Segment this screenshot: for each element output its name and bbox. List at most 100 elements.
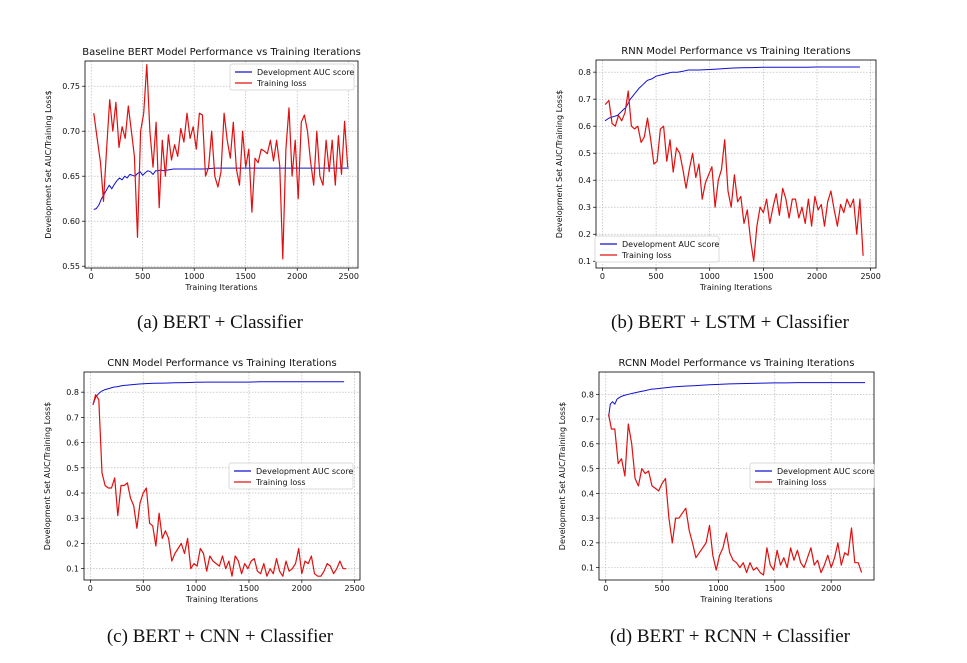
x-tick-label: 500 <box>136 584 151 593</box>
legend-label: Training loss <box>256 79 307 88</box>
x-tick-label: 1000 <box>700 272 720 281</box>
y-tick-label: 0.75 <box>62 82 80 91</box>
legend-d: Development AUC score Training loss <box>749 462 874 490</box>
y-tick-label: 0.6 <box>66 439 79 448</box>
y-tick-label: 0.8 <box>578 68 591 77</box>
legend-box <box>228 462 354 490</box>
x-tick-label: 1500 <box>236 272 256 281</box>
y-tick-label: 0.5 <box>66 464 79 473</box>
legend-box <box>594 235 720 263</box>
series-line-auc-d <box>608 382 865 417</box>
y-axis-label-b: Development Set AUC/Training Loss$ <box>555 90 564 238</box>
x-tick-label: 0 <box>603 584 608 593</box>
series-line-auc-a <box>93 167 349 210</box>
y-tick-label: 0.2 <box>581 539 594 548</box>
x-axis-label-d: Training Iterations <box>699 595 772 604</box>
x-tick-label: 2500 <box>339 272 359 281</box>
legend-label: Development AUC score <box>777 467 874 476</box>
y-tick-label: 0.4 <box>578 176 591 185</box>
x-tick-label: 1500 <box>239 584 259 593</box>
legend-label: Development AUC score <box>256 467 353 476</box>
y-tick-label: 0.5 <box>578 149 591 158</box>
chart-title-a: Baseline BERT Model Performance vs Train… <box>82 47 361 58</box>
legend-label: Training loss <box>776 478 827 487</box>
y-tick-label: 0.6 <box>578 122 591 131</box>
legend-label: Training loss <box>621 251 672 260</box>
legend-label: Development AUC score <box>257 68 354 77</box>
x-tick-label: 2000 <box>807 272 827 281</box>
chart-a-svg: 0 500 1000 1500 2000 2500 0.55 0.60 0.65 0.70 0.75… <box>44 47 361 292</box>
x-tick-label: 2500 <box>860 272 880 281</box>
x-axis-label-c: Training Iterations <box>185 595 258 604</box>
legend-label: Development AUC score <box>622 240 719 249</box>
series-line-auc-b <box>604 66 860 122</box>
series-line-loss-b <box>604 90 864 262</box>
chart-title-c: CNN Model Performance vs Training Iterat… <box>107 358 336 369</box>
chart-c-svg: 0 500 1000 1500 2000 2500 0.1 0.2 0.3 0.4 0.5 0.6 0.… <box>43 358 365 604</box>
y-tick-label: 0.7 <box>578 95 591 104</box>
x-tick-label: 0 <box>600 272 605 281</box>
y-tick-label: 0.3 <box>578 203 591 212</box>
y-tick-label: 0.2 <box>578 230 591 239</box>
legend-label: Training loss <box>255 478 306 487</box>
y-tick-label: 0.7 <box>581 415 594 424</box>
y-tick-label: 0.70 <box>62 127 80 136</box>
x-axis-label-a: Training Iterations <box>184 283 257 292</box>
caption-b: (b) BERT + LSTM + Classifier <box>611 312 849 333</box>
legend-a: Development AUC score Training loss <box>229 63 355 91</box>
series-line-loss-d <box>608 413 863 576</box>
caption-d: (d) BERT + RCNN + Classifier <box>609 626 850 647</box>
x-axis-label-b: Training Iterations <box>699 283 772 292</box>
y-axis-label-d: Development Set AUC/Training Loss$ <box>558 402 567 550</box>
plot-frame-a <box>84 60 359 269</box>
plot-frame-c <box>83 371 361 581</box>
legend-c: Development AUC score Training loss <box>228 462 354 490</box>
x-tick-label: 1000 <box>186 584 206 593</box>
chart-panel-b: 0 500 1000 1500 2000 2500 0.1 0.2 0.3 0.4 0.5 0.6 0.… <box>480 0 967 310</box>
y-tick-label: 0.8 <box>581 390 594 399</box>
chart-title-b: RNN Model Performance vs Training Iterat… <box>621 46 850 57</box>
x-tick-label: 2000 <box>821 584 841 593</box>
x-tick-label: 0 <box>88 584 93 593</box>
series-line-loss-c <box>92 394 347 577</box>
chart-panel-a: 0 500 1000 1500 2000 2500 0.55 0.60 0.65 0.70 0.75… <box>0 0 480 310</box>
y-tick-label: 0.3 <box>581 514 594 523</box>
y-axis-label-a: Development Set AUC/Training Loss$ <box>44 90 53 238</box>
legend-b: Development AUC score Training loss <box>594 235 720 263</box>
caption-c: (c) BERT + CNN + Classifier <box>106 626 334 647</box>
x-tick-label: 1000 <box>708 584 728 593</box>
x-tick-label: 2000 <box>287 272 307 281</box>
x-tick-label: 1500 <box>765 584 785 593</box>
y-tick-label: 0.1 <box>578 257 591 266</box>
x-tick-label: 500 <box>648 272 663 281</box>
y-tick-label: 0.5 <box>581 465 594 474</box>
y-tick-label: 0.1 <box>581 564 594 573</box>
chart-panel-c: 0 500 1000 1500 2000 2500 0.1 0.2 0.3 0.4 0.5 0.6 0.… <box>0 350 480 620</box>
y-tick-label: 0.8 <box>66 388 79 397</box>
y-axis-label-c: Development Set AUC/Training Loss$ <box>43 402 52 550</box>
y-tick-label: 0.55 <box>62 262 80 271</box>
legend-box <box>229 63 355 91</box>
x-tick-label: 2000 <box>292 584 312 593</box>
y-tick-label: 0.1 <box>66 565 79 574</box>
chart-title-d: RCNN Model Performance vs Training Itera… <box>619 358 855 369</box>
plot-frame-b <box>595 59 877 269</box>
chart-d-svg: 0 500 1000 1500 2000 0.1 0.2 0.3 0.4 0.5 0.6 0.7 0.8… <box>558 358 874 604</box>
y-tick-label: 0.3 <box>66 514 79 523</box>
y-tick-label: 0.2 <box>66 539 79 548</box>
series-line-loss-a <box>93 63 349 260</box>
y-tick-label: 0.7 <box>66 413 79 422</box>
x-tick-label: 1000 <box>184 272 204 281</box>
y-tick-label: 0.4 <box>66 489 79 498</box>
y-tick-label: 0.4 <box>581 489 594 498</box>
y-tick-label: 0.6 <box>581 440 594 449</box>
chart-b-svg: 0 500 1000 1500 2000 2500 0.1 0.2 0.3 0.4 0.5 0.6 0.… <box>555 46 881 292</box>
grid-c <box>84 372 360 580</box>
y-tick-label: 0.60 <box>62 217 80 226</box>
y-tick-label: 0.65 <box>62 172 80 181</box>
x-tick-label: 2500 <box>345 584 365 593</box>
caption-a: (a) BERT + Classifier <box>137 312 303 333</box>
x-tick-label: 500 <box>135 272 150 281</box>
grid-a <box>85 61 358 268</box>
x-tick-label: 500 <box>654 584 669 593</box>
